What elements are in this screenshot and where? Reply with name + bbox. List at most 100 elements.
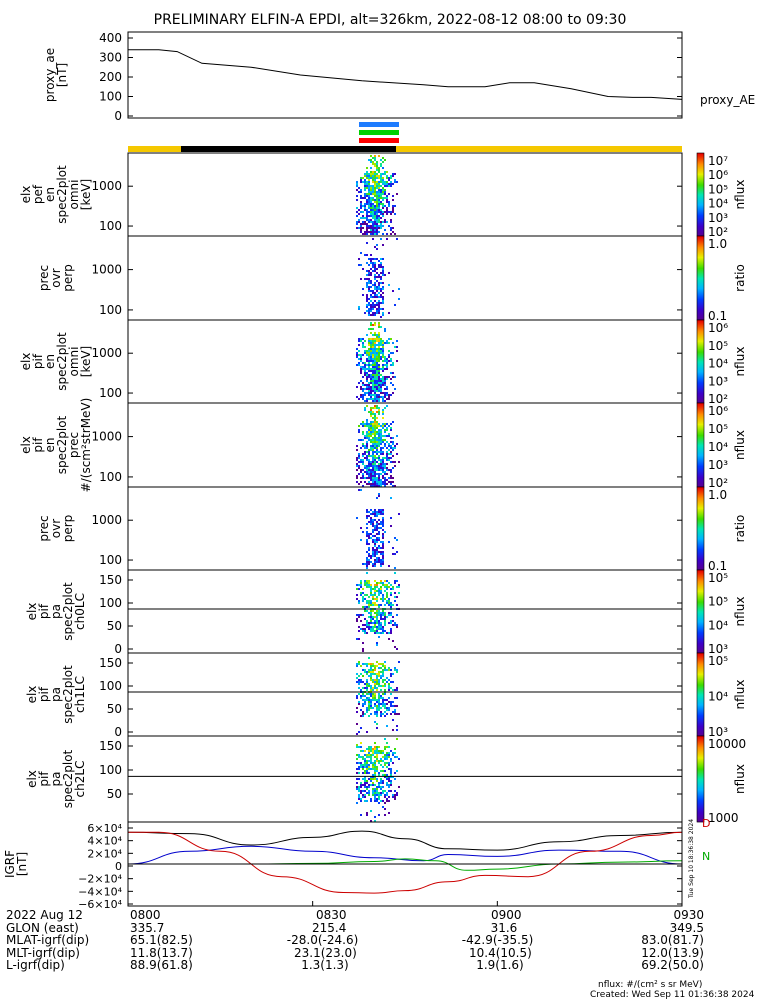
colorbar-strip [697,216,704,218]
spectrogram-pixel [374,380,376,382]
spectrogram-pixel [368,431,370,433]
spectrogram-pixel [362,681,364,683]
spectrogram-pixel [376,244,378,246]
spectrogram-pixel [374,592,376,594]
spectrogram-pixel [380,358,382,360]
spectrogram-pixel [392,754,394,756]
spectrogram-pixel [372,707,374,709]
spectrogram-pixel [358,191,360,193]
spectrogram-pixel [362,362,364,364]
spectrogram-pixel [376,201,378,203]
colorbar-strip [697,313,704,315]
spectrogram-pixel [372,549,374,551]
colorbar-strip [697,780,704,782]
spectrogram-pixel [364,794,366,796]
spectrogram-pixel [386,596,388,598]
spectrogram-pixel [358,683,360,685]
spectrogram-pixel [374,459,376,461]
spectrogram-pixel [376,356,378,358]
ylabel-line: spec2plot [61,665,75,724]
spectrogram-pixel [376,451,378,453]
colorbar-strip [697,263,704,265]
colorbar-strip [697,736,704,738]
colorbar-strip [697,603,704,605]
panel-frame-prec_ovr_perp_1 [127,235,683,321]
colorbar-strip [697,372,704,374]
spectrogram-pixel [398,592,400,594]
spectrogram-pixel [362,477,364,479]
spectrogram-pixel [382,360,384,362]
colorbar-strip [697,279,704,281]
spectrogram-pixel [380,616,382,618]
spectrogram-pixel [366,294,368,296]
spectrogram-pixel [368,663,370,665]
colorbar-strip [697,238,704,240]
colorbar-strip [697,773,704,775]
colorbar-elx_pif_pa_spec2plot_ch1LC [696,652,705,737]
spectrogram-pixel [364,350,366,352]
spectrogram-pixel [396,193,398,195]
spectrogram-pixel [384,764,386,766]
ylabel-line: ch1LC [73,676,87,713]
spectrogram-pixel [370,227,372,229]
spectrogram-pixel [362,766,364,768]
spectrogram-pixel [378,483,380,485]
spectrogram-pixel [374,796,376,798]
spectrogram-pixel [382,288,384,290]
colorbar-strip [697,194,704,196]
spectrogram-pixel [368,760,370,762]
spectrogram-pixel [372,790,374,792]
spectrogram-pixel [382,205,384,207]
spectrogram-pixel [380,551,382,553]
ylabel-line: ovr [49,519,63,538]
spectrogram-pixel [386,616,388,618]
spectrogram-pixel [382,465,384,467]
spectrogram-pixel [372,469,374,471]
spectrogram-pixel [374,555,376,557]
spectrogram-pixel [356,697,358,699]
spectrogram-pixel [374,620,376,622]
spectrogram-pixel [380,449,382,451]
colorbar-strip [697,728,704,730]
spectrogram-pixel [376,677,378,679]
spectrogram-pixel [356,695,358,697]
colorbar-strip [697,352,704,354]
ytick-label: 300 [99,51,122,65]
colorbar-strip [697,323,704,325]
spectrogram-pixel [372,679,374,681]
spectrogram-pixel [388,457,390,459]
ephemeris-value: 0800 [130,908,161,922]
spectrogram-pixel [374,469,376,471]
colorbar-strip [697,616,704,618]
spectrogram-pixel [358,756,360,758]
spectrogram-pixel [368,288,370,290]
spectrogram-pixel [386,586,388,588]
spectrogram-pixel [382,298,384,300]
spectrogram-pixel [376,386,378,388]
ytick-label: 200 [99,70,122,84]
spectrogram-pixel [392,205,394,207]
spectrogram-pixel [374,685,376,687]
spectrogram-pixel [372,616,374,618]
spectrogram-pixel [362,227,364,229]
spectrogram-pixel [388,211,390,213]
spectrogram-pixel [372,308,374,310]
spectrogram-pixel [386,669,388,671]
spectrogram-pixel [384,746,386,748]
spectrogram-pixel [374,370,376,372]
spectrogram-pixel [360,814,362,816]
spectrogram-pixel [372,433,374,435]
spectrogram-pixel [360,594,362,596]
colorbar-strip [697,654,704,656]
spectrogram-pixel [374,175,376,177]
spectrogram-pixel [356,352,358,354]
spectrogram-pixel [378,697,380,699]
spectrogram-pixel [388,394,390,396]
spectrogram-pixel [376,340,378,342]
spectrogram-pixel [376,610,378,612]
spectrogram-pixel [390,588,392,590]
spectrogram-pixel [366,602,368,604]
spectrogram-pixel [374,481,376,483]
spectrogram-pixel [356,477,358,479]
spectrogram-pixel [366,352,368,354]
